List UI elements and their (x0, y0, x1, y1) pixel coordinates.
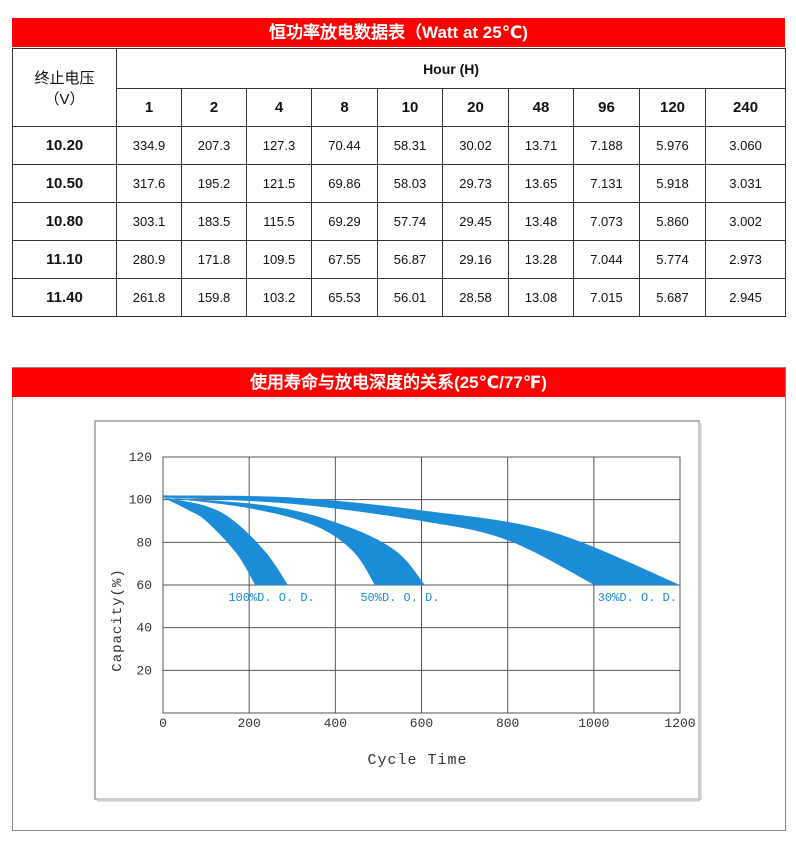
value-cell: 58.03 (377, 164, 443, 203)
data-row: 10.20 334.9 207.3 127.3 70.44 58.31 30.02 13.71… (12, 126, 787, 165)
voltage-cell: 10.20 (12, 126, 117, 165)
y-tick-label: 40 (136, 621, 152, 636)
data-table: 终止电压 （V） Hour (H) 1 2 4 8 10 20 48 96 120 240 10.20 33… (12, 48, 787, 317)
value-cell: 334.9 (116, 126, 182, 165)
y-tick-label: 20 (136, 663, 152, 678)
value-cell: 115.5 (246, 202, 312, 241)
value-cell: 7.015 (573, 278, 640, 317)
row-header-label: 终止电压 (34, 69, 95, 87)
hour-cell: 120 (639, 88, 706, 127)
value-cell: 7.044 (573, 240, 640, 279)
hour-cell: 1 (116, 88, 182, 127)
value-cell: 29.45 (442, 202, 509, 241)
value-cell: 13.28 (508, 240, 574, 279)
hour-cell: 20 (442, 88, 509, 127)
chart-frame (94, 420, 700, 800)
x-tick-label: 1200 (664, 716, 695, 731)
hour-cell: 8 (311, 88, 378, 127)
value-cell: 5.976 (639, 126, 706, 165)
hour-cell: 4 (246, 88, 312, 127)
value-cell: 58.31 (377, 126, 443, 165)
band-label: 100%D. O. D. (228, 591, 314, 605)
hour-cell: 240 (704, 88, 787, 127)
value-cell: 195.2 (181, 164, 247, 203)
x-axis-label: Cycle Time (367, 752, 467, 769)
data-row: 11.10 280.9 171.8 109.5 67.55 56.87 29.16 13.28… (12, 240, 787, 279)
chart-box (12, 367, 786, 831)
data-row: 11.40 261.8 159.8 103.2 65.53 56.01 28.58 13.08… (12, 278, 787, 317)
value-cell: 5.918 (639, 164, 706, 203)
x-tick-label: 1000 (578, 716, 609, 731)
value-cell: 5.687 (639, 278, 706, 317)
voltage-cell: 10.50 (12, 164, 117, 203)
value-cell: 2.945 (704, 278, 787, 317)
band-label: 50%D. O. D. (360, 591, 439, 605)
value-cell: 29.16 (442, 240, 509, 279)
value-cell: 56.01 (377, 278, 443, 317)
value-cell: 67.55 (311, 240, 378, 279)
value-cell: 3.031 (704, 164, 787, 203)
x-tick-label: 400 (324, 716, 347, 731)
y-tick-label: 100 (129, 493, 152, 508)
row-header-unit: （V） (44, 90, 85, 108)
value-cell: 7.188 (573, 126, 640, 165)
y-tick-label: 60 (136, 578, 152, 593)
x-tick-label: 600 (410, 716, 433, 731)
x-tick-label: 0 (159, 716, 167, 731)
chart-title: 使用寿命与放电深度的关系(25℃/77℉) (12, 368, 785, 397)
header-row: 终止电压 （V） Hour (H) (12, 48, 787, 127)
value-cell: 207.3 (181, 126, 247, 165)
x-tick-label: 200 (237, 716, 260, 731)
value-cell: 303.1 (116, 202, 182, 241)
table-title: 恒功率放电数据表（Watt at 25℃) (12, 18, 785, 47)
hour-cell: 2 (181, 88, 247, 127)
y-tick-label: 120 (129, 450, 152, 465)
band-area (163, 497, 288, 585)
value-cell: 13.65 (508, 164, 574, 203)
x-tick-label: 800 (496, 716, 519, 731)
hours-row: 1 2 4 8 10 20 48 96 120 240 (13, 88, 787, 127)
band-area (163, 497, 425, 585)
voltage-cell: 10.80 (12, 202, 117, 241)
value-cell: 171.8 (181, 240, 247, 279)
value-cell: 159.8 (181, 278, 247, 317)
value-cell: 69.29 (311, 202, 378, 241)
data-row: 10.50 317.6 195.2 121.5 69.86 58.03 29.73 13.65… (12, 164, 787, 203)
band-label: 30%D. O. D. (598, 591, 677, 605)
value-cell: 3.002 (704, 202, 787, 241)
value-cell: 121.5 (246, 164, 312, 203)
value-cell: 183.5 (181, 202, 247, 241)
band-area (163, 495, 680, 585)
y-tick-label: 80 (136, 535, 152, 550)
voltage-cell: 11.10 (12, 240, 117, 279)
value-cell: 57.74 (377, 202, 443, 241)
hour-cell: 96 (573, 88, 640, 127)
value-cell: 69.86 (311, 164, 378, 203)
y-axis-label: Capacity(%) (110, 568, 126, 671)
value-cell: 65.53 (311, 278, 378, 317)
value-cell: 103.2 (246, 278, 312, 317)
